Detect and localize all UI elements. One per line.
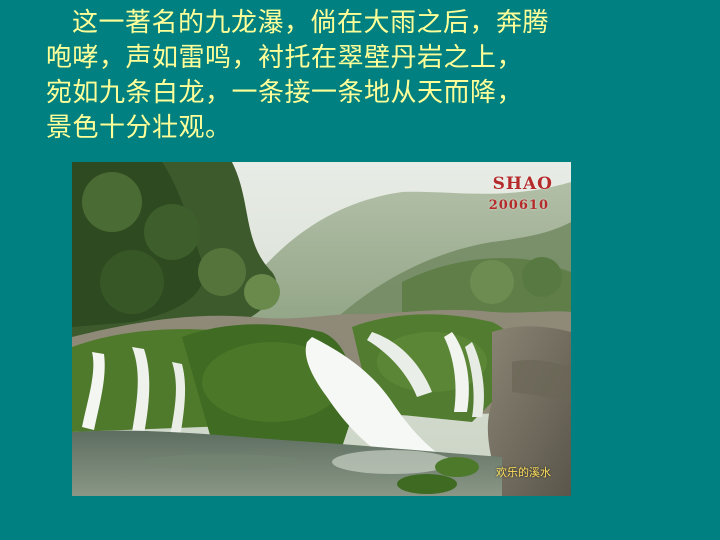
description-text: 这一著名的九龙瀑，倘在大雨之后，奔腾 咆哮，声如雷鸣，衬托在翠壁丹岩之上， 宛如… [46,6,696,146]
photo-watermark-code: 200610 [488,198,549,213]
photo-watermark-name: SHAO [492,174,553,194]
text-line-3: 宛如九条白龙，一条接一条地从天而降， [46,78,524,108]
waterfall-illustration [72,162,571,496]
photo-signature: 欢乐的溪水 [496,466,551,479]
text-line-1: 这一著名的九龙瀑，倘在大雨之后，奔腾 [72,8,550,38]
waterfall-photo: SHAO 200610 欢乐的溪水 [72,162,571,496]
text-line-4: 景色十分壮观。 [46,113,232,143]
text-line-2: 咆哮，声如雷鸣，衬托在翠壁丹岩之上， [46,43,524,73]
